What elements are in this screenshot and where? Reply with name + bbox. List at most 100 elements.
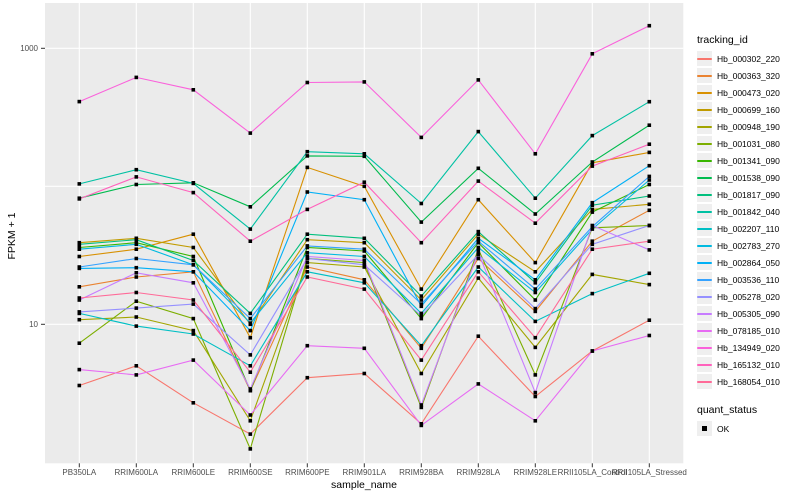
- data-point: [248, 419, 253, 423]
- data-point: [134, 275, 139, 279]
- series-color-swatch: [697, 57, 712, 60]
- data-point: [476, 179, 481, 183]
- legend-item-label: Hb_134949_020: [717, 342, 780, 353]
- legend-item-label: Hb_002783_270: [717, 240, 780, 251]
- data-point: [134, 175, 139, 179]
- legend-key: [697, 238, 712, 253]
- data-point: [134, 306, 139, 310]
- data-point: [533, 281, 538, 285]
- data-point: [533, 298, 538, 302]
- data-point: [476, 382, 481, 386]
- legend-item-label: Hb_001341_090: [717, 155, 780, 166]
- data-point: [419, 346, 424, 351]
- legend-item-label: Hb_000948_190: [717, 121, 780, 132]
- data-point: [647, 194, 652, 198]
- data-point: [77, 197, 82, 201]
- data-point: [476, 334, 481, 338]
- data-point: [362, 287, 367, 291]
- legend-item-label: Hb_001538_090: [717, 172, 780, 183]
- data-point: [191, 181, 196, 186]
- legend-key: [697, 340, 712, 355]
- data-point: [533, 390, 538, 395]
- data-point: [533, 290, 538, 295]
- data-point: [77, 298, 82, 302]
- legend-key: [697, 68, 712, 83]
- data-point: [362, 197, 367, 202]
- legend-item-label: Hb_000302_220: [717, 53, 780, 64]
- data-point: [305, 260, 310, 265]
- data-point: [647, 150, 652, 155]
- legend-key: [697, 102, 712, 117]
- series-color-swatch: [697, 312, 712, 315]
- data-point: [248, 311, 253, 316]
- data-point: [590, 164, 595, 168]
- data-point: [134, 271, 139, 275]
- data-point: [134, 237, 139, 242]
- data-point: [134, 265, 139, 270]
- data-point: [533, 287, 538, 291]
- data-point: [362, 265, 367, 269]
- x-tick-label: RRIM600LA: [115, 468, 159, 477]
- data-point: [305, 250, 310, 255]
- y-tick-label: 10: [29, 320, 38, 329]
- legend-item-label: Hb_000699_160: [717, 104, 780, 115]
- x-tick-label: RRIM928BA: [399, 468, 444, 477]
- data-point: [248, 131, 253, 135]
- data-point: [134, 299, 139, 303]
- ok-square-marker: [702, 426, 707, 431]
- data-point: [134, 247, 139, 251]
- series-color-swatch: [697, 346, 712, 349]
- data-point: [419, 302, 424, 306]
- data-point: [590, 210, 595, 214]
- data-point: [476, 239, 481, 243]
- legend-item: Hb_003536_110: [697, 271, 780, 288]
- data-point: [362, 260, 367, 265]
- data-point: [362, 154, 367, 159]
- data-point: [305, 375, 310, 380]
- legend-item: Hb_001538_090: [697, 169, 780, 186]
- data-point: [191, 245, 196, 250]
- data-point: [647, 208, 652, 213]
- data-point: [362, 152, 367, 156]
- data-point: [134, 75, 139, 80]
- data-point: [590, 203, 595, 207]
- data-point: [77, 317, 82, 322]
- data-point: [191, 254, 196, 259]
- legend-item: Hb_000473_020: [697, 84, 780, 101]
- series-color-swatch: [697, 380, 712, 383]
- data-point: [248, 432, 253, 436]
- data-point: [362, 263, 367, 267]
- data-point: [134, 315, 139, 319]
- data-point: [647, 202, 652, 207]
- legend-key: [697, 306, 712, 321]
- series-color-swatch: [697, 159, 712, 162]
- data-point: [647, 333, 652, 338]
- data-point: [191, 281, 196, 285]
- legend-item: Hb_001341_090: [697, 152, 780, 169]
- legend-item: Hb_002207_110: [697, 220, 780, 237]
- legend-key: [697, 255, 712, 270]
- legend-key: [697, 85, 712, 100]
- legend-key: [697, 272, 712, 287]
- series-color-swatch: [697, 210, 712, 213]
- data-point: [305, 232, 310, 236]
- data-point: [590, 223, 595, 228]
- data-point: [248, 205, 253, 209]
- series-color-swatch: [697, 227, 712, 230]
- data-point: [362, 281, 367, 285]
- series-color-swatch: [697, 261, 712, 264]
- data-point: [419, 201, 424, 206]
- data-point: [590, 200, 595, 205]
- data-point: [248, 370, 253, 374]
- legend-item: Hb_000699_160: [697, 101, 780, 118]
- data-point: [191, 358, 196, 362]
- data-point: [533, 419, 538, 423]
- legend-item: Hb_000302_220: [697, 50, 780, 67]
- data-point: [419, 220, 424, 224]
- data-point: [533, 373, 538, 377]
- data-point: [191, 298, 196, 302]
- data-point: [77, 367, 82, 372]
- data-point: [77, 285, 82, 289]
- data-point: [248, 321, 253, 325]
- data-point: [476, 245, 481, 250]
